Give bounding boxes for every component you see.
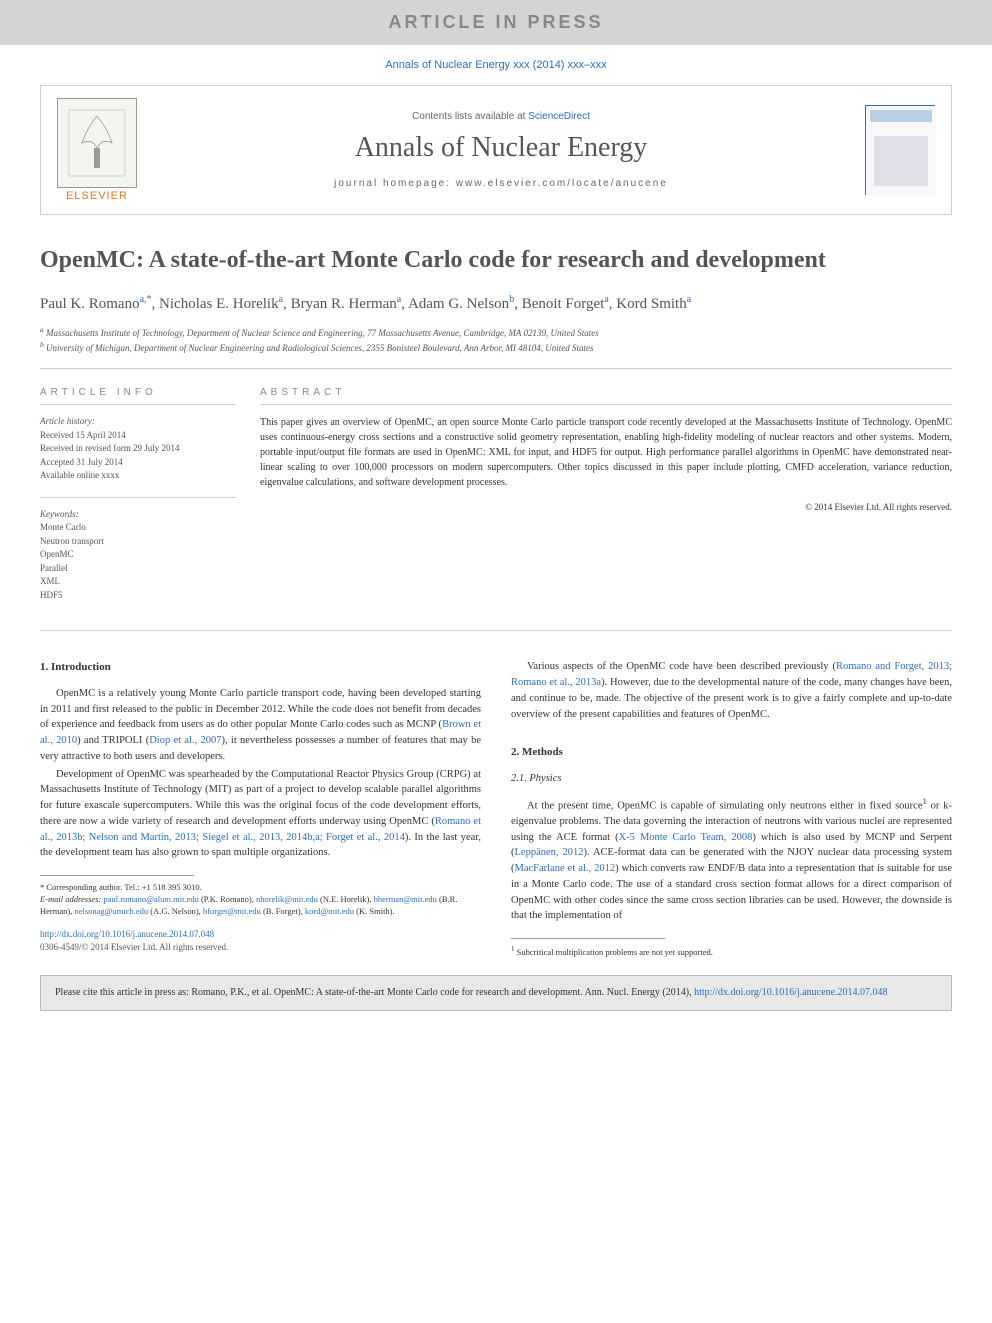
homepage-url[interactable]: www.elsevier.com/locate/anucene <box>456 178 668 189</box>
ref-leppanen[interactable]: Leppänen, 2012 <box>515 847 584 858</box>
section-1-heading: 1. Introduction <box>40 659 481 676</box>
journal-homepage: journal homepage: www.elsevier.com/locat… <box>137 178 865 189</box>
author-2-sup: a <box>279 294 283 305</box>
intro-para-3: Various aspects of the OpenMC code have … <box>511 659 952 722</box>
email-2[interactable]: nhorelik@mit.edu <box>256 894 318 904</box>
author-2: Nicholas E. Horelik <box>159 296 279 312</box>
doi-link[interactable]: http://dx.doi.org/10.1016/j.anucene.2014… <box>40 928 481 942</box>
author-3-sup: a <box>397 294 401 305</box>
corresponding-author-footnote: * Corresponding author. Tel.: +1 518 395… <box>40 882 481 894</box>
elsevier-label: ELSEVIER <box>57 190 137 202</box>
contents-lists-line: Contents lists available at ScienceDirec… <box>137 111 865 122</box>
article-in-press-banner: ARTICLE IN PRESS <box>0 0 992 45</box>
keyword-3: OpenMC <box>40 548 236 562</box>
email-5[interactable]: bforget@mit.edu <box>203 906 261 916</box>
online-date: Available online xxxx <box>40 469 236 483</box>
author-4: Adam G. Nelson <box>408 296 509 312</box>
affiliation-b: b University of Michigan, Department of … <box>40 340 952 355</box>
abstract-text: This paper gives an overview of OpenMC, … <box>260 415 952 490</box>
homepage-label: journal homepage: <box>334 178 456 189</box>
footnote-1: 1 Subcritical multiplication problems ar… <box>511 945 952 959</box>
article-history: Article history: Received 15 April 2014 … <box>40 415 236 483</box>
email-3[interactable]: bherman@mit.edu <box>374 894 437 904</box>
cite-text: Please cite this article in press as: Ro… <box>55 987 694 998</box>
abstract-copyright: © 2014 Elsevier Ltd. All rights reserved… <box>260 502 952 512</box>
cite-box: Please cite this article in press as: Ro… <box>40 975 952 1011</box>
keywords-label: Keywords: <box>40 508 236 522</box>
abstract-col: ABSTRACT This paper gives an overview of… <box>260 375 952 616</box>
journal-header: ELSEVIER Contents lists available at Sci… <box>40 85 952 215</box>
journal-reference: Annals of Nuclear Energy xxx (2014) xxx–… <box>0 45 992 85</box>
ref-macfarlane[interactable]: MacFarlane et al., 2012 <box>515 863 616 874</box>
keyword-1: Monte Carlo <box>40 521 236 535</box>
body-columns: 1. Introduction OpenMC is a relatively y… <box>40 659 952 958</box>
email-6[interactable]: kord@mit.edu <box>305 906 354 916</box>
author-6-sup: a <box>687 294 691 305</box>
authors-list: Paul K. Romanoa,*, Nicholas E. Horelika,… <box>40 294 952 313</box>
affiliation-a: a Massachusetts Institute of Technology,… <box>40 325 952 340</box>
sciencedirect-link[interactable]: ScienceDirect <box>528 111 590 122</box>
footnote-separator-right <box>511 938 665 939</box>
left-column: 1. Introduction OpenMC is a relatively y… <box>40 659 481 958</box>
journal-title: Annals of Nuclear Energy <box>137 132 865 164</box>
main-content: OpenMC: A state-of-the-art Monte Carlo c… <box>0 215 992 959</box>
elsevier-block: ELSEVIER <box>57 98 137 202</box>
article-info-heading: ARTICLE INFO <box>40 375 236 405</box>
author-1-sup: a,* <box>140 294 152 305</box>
ref-diop[interactable]: Diop et al., 2007 <box>149 735 221 746</box>
keywords-block: Keywords: Monte Carlo Neutron transport … <box>40 497 236 603</box>
author-5: Benoit Forget <box>522 296 605 312</box>
article-title: OpenMC: A state-of-the-art Monte Carlo c… <box>40 245 952 276</box>
author-5-sup: a <box>604 294 608 305</box>
revised-date: Received in revised form 29 July 2014 <box>40 442 236 456</box>
elsevier-tree-icon <box>57 98 137 188</box>
keyword-4: Parallel <box>40 562 236 576</box>
author-1: Paul K. Romano <box>40 296 140 312</box>
info-abstract-row: ARTICLE INFO Article history: Received 1… <box>40 375 952 631</box>
accepted-date: Accepted 31 July 2014 <box>40 456 236 470</box>
email-4[interactable]: nelsonag@umich.edu <box>74 906 148 916</box>
emails-footnote: E-mail addresses: paul.romano@alum.mit.e… <box>40 894 481 918</box>
article-info-col: ARTICLE INFO Article history: Received 1… <box>40 375 260 616</box>
history-label: Article history: <box>40 415 236 429</box>
contents-prefix: Contents lists available at <box>412 111 528 122</box>
section-2-1-heading: 2.1. Physics <box>511 771 952 787</box>
header-center: Contents lists available at ScienceDirec… <box>137 111 865 189</box>
issn-line: 0306-4549/© 2014 Elsevier Ltd. All right… <box>40 941 481 955</box>
journal-cover-thumb <box>865 105 935 195</box>
keyword-2: Neutron transport <box>40 535 236 549</box>
abstract-heading: ABSTRACT <box>260 375 952 405</box>
received-date: Received 15 April 2014 <box>40 429 236 443</box>
email-1[interactable]: paul.romano@alum.mit.edu <box>103 894 198 904</box>
ref-x5[interactable]: X-5 Monte Carlo Team, 2008 <box>619 832 753 843</box>
physics-para-1: At the present time, OpenMC is capable o… <box>511 795 952 925</box>
intro-para-2: Development of OpenMC was spearheaded by… <box>40 767 481 862</box>
affiliations: a Massachusetts Institute of Technology,… <box>40 325 952 369</box>
cite-doi-link[interactable]: http://dx.doi.org/10.1016/j.anucene.2014… <box>694 987 887 998</box>
intro-para-1: OpenMC is a relatively young Monte Carlo… <box>40 686 481 765</box>
footnote-separator-left <box>40 875 194 876</box>
keyword-6: HDF5 <box>40 589 236 603</box>
author-3: Bryan R. Herman <box>291 296 397 312</box>
right-column: Various aspects of the OpenMC code have … <box>511 659 952 958</box>
author-6: Kord Smith <box>616 296 686 312</box>
section-2-heading: 2. Methods <box>511 744 952 761</box>
keyword-5: XML <box>40 575 236 589</box>
author-4-sup: b <box>509 294 514 305</box>
